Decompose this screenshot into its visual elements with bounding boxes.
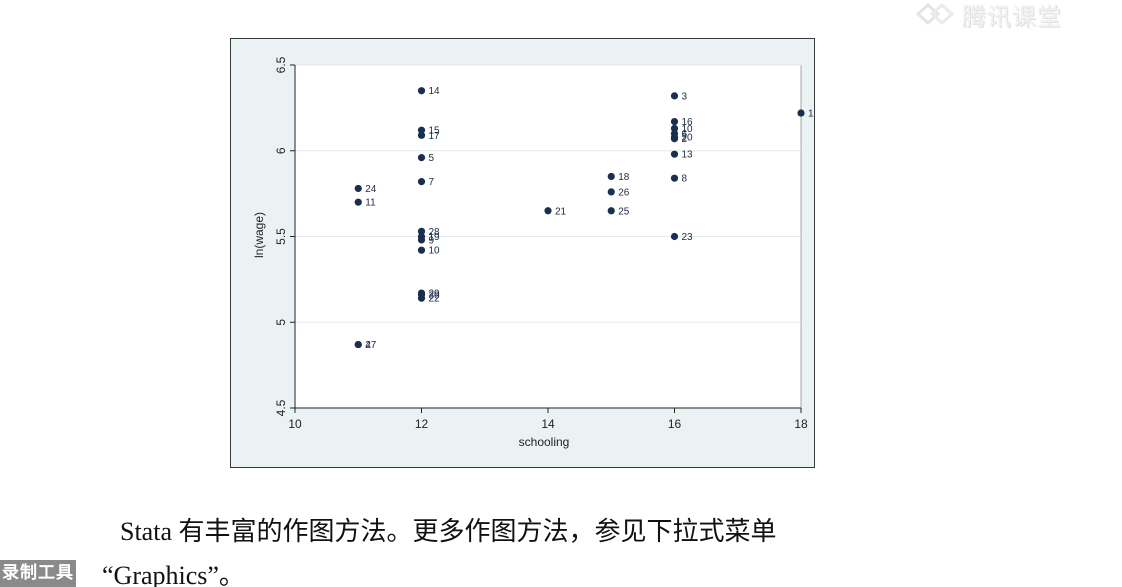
x-tick-label: 18 xyxy=(794,417,808,431)
scatter-point xyxy=(671,151,678,158)
point-label: 3 xyxy=(682,91,688,102)
scatter-point xyxy=(608,173,615,180)
point-label: 14 xyxy=(429,86,441,97)
scatter-point xyxy=(671,175,678,182)
scatter-point xyxy=(418,154,425,161)
scatter-chart: 4.5 5 5.5 6 6.5 10 12 14 16 18 1 3 14 16 10 6 20 2 15 17 13… xyxy=(230,38,815,468)
scatter-point xyxy=(608,207,615,214)
caption-line-2: “Graphics”。 xyxy=(102,555,245,587)
x-tick-label: 16 xyxy=(668,417,682,431)
scatter-point xyxy=(418,178,425,185)
scatter-point xyxy=(418,295,425,302)
point-label: 23 xyxy=(682,232,694,243)
y-axis-title: ln(wage) xyxy=(252,212,266,258)
watermark-text: 腾讯课堂 xyxy=(962,0,1062,32)
scatter-point xyxy=(355,341,362,348)
y-tick-label: 6.5 xyxy=(274,56,288,73)
y-tick-label: 5.5 xyxy=(274,228,288,245)
scatter-point xyxy=(671,92,678,99)
point-label: 13 xyxy=(682,150,694,161)
scatter-point xyxy=(797,109,804,116)
scatter-point xyxy=(355,185,362,192)
tencent-classroom-logo-icon xyxy=(912,2,956,26)
point-label: 18 xyxy=(618,172,630,183)
point-label: 4 xyxy=(365,340,371,351)
point-label: 17 xyxy=(429,131,441,142)
point-label: 2 xyxy=(682,134,688,145)
point-label: 25 xyxy=(618,206,630,217)
y-tick-label: 4.5 xyxy=(274,399,288,416)
y-tick-label: 6 xyxy=(274,147,288,154)
caption-line-1: Stata 有丰富的作图方法。更多作图方法，参见下拉式菜单 xyxy=(120,511,777,548)
x-axis-title: schooling xyxy=(519,435,570,449)
scatter-point xyxy=(544,207,551,214)
point-label: 5 xyxy=(429,153,435,164)
scatter-point xyxy=(671,118,678,125)
watermark: 腾讯课堂 xyxy=(912,0,1087,28)
chart-svg: 4.555.566.510 12 14 16 18 131416106202151713… xyxy=(231,39,814,467)
x-tick-label: 14 xyxy=(541,417,555,431)
point-label: 22 xyxy=(429,294,441,305)
scatter-point xyxy=(608,188,615,195)
y-tick-label: 5 xyxy=(274,319,288,326)
point-label: 26 xyxy=(618,187,630,198)
point-label: 21 xyxy=(555,206,567,217)
point-label: 11 xyxy=(365,198,376,209)
scatter-point xyxy=(418,236,425,243)
point-label: 8 xyxy=(682,174,688,185)
scatter-point xyxy=(418,87,425,94)
point-label: 24 xyxy=(365,184,377,195)
scatter-point xyxy=(355,199,362,206)
x-tick-label: 10 xyxy=(288,417,302,431)
recorder-badge: 录制工具 xyxy=(0,560,76,587)
scatter-point xyxy=(418,132,425,139)
scatter-point xyxy=(671,233,678,240)
scatter-point xyxy=(418,247,425,254)
point-label: 10 xyxy=(429,246,441,257)
scatter-point xyxy=(671,135,678,142)
point-label: 7 xyxy=(429,177,435,188)
x-tick-label: 12 xyxy=(415,417,429,431)
point-label: 1 xyxy=(808,109,814,120)
